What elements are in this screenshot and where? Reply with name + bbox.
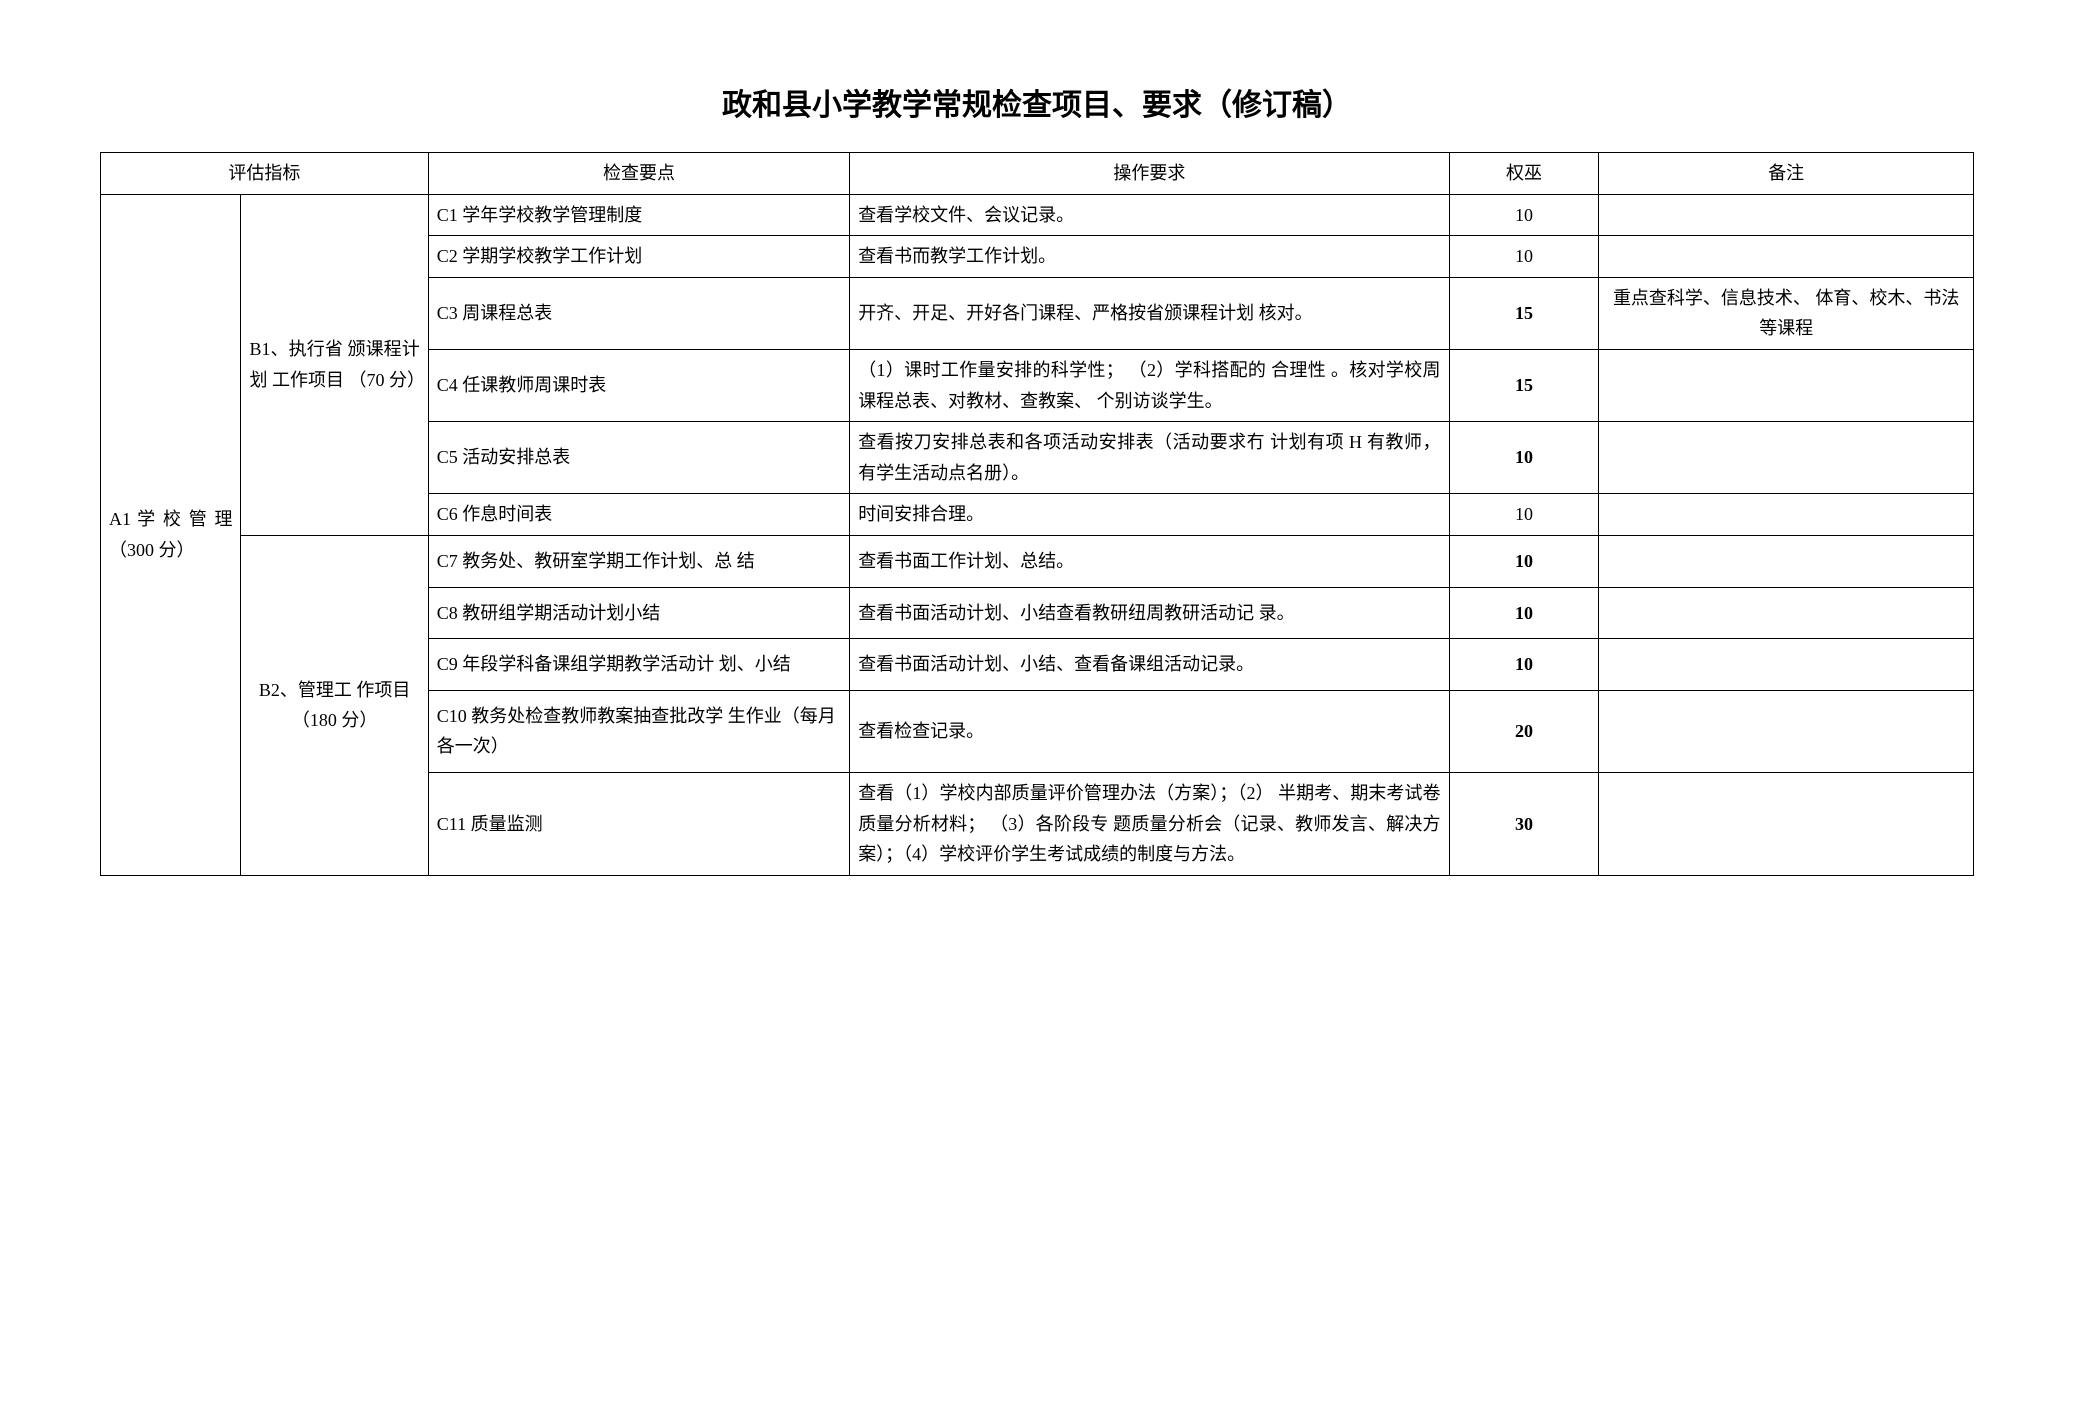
cell-e: 10 <box>1449 639 1599 691</box>
table-row: A1 学 校 管 理 （300 分） B1、执行省 颁课程计划 工作项目 （70… <box>101 194 1974 236</box>
cell-f <box>1599 194 1974 236</box>
cell-d: 查看按刀安排总表和各项活动安排表（活动要求冇 计划有项 H 有教师，有学生活动点… <box>850 422 1449 494</box>
cell-d: 查看书面工作计划、总结。 <box>850 535 1449 587</box>
table-header-row: 评估指标 检查要点 操作要求 权巫 备注 <box>101 153 1974 195</box>
cell-c: C1 学年学校教学管理制度 <box>428 194 849 236</box>
cell-c: C6 作息时间表 <box>428 494 849 536</box>
cell-e: 10 <box>1449 587 1599 639</box>
cell-d: 时间安排合理。 <box>850 494 1449 536</box>
cell-d: 查看书面活动计划、小结查看教研纽周教研活动记 录。 <box>850 587 1449 639</box>
cell-c: C8 教研组学期活动计划小结 <box>428 587 849 639</box>
cell-d: 查看学校文件、会议记录。 <box>850 194 1449 236</box>
cell-e: 10 <box>1449 535 1599 587</box>
cell-c: C10 教务处检查教师教案抽查批改学 生作业（每月各一次） <box>428 690 849 772</box>
cell-f <box>1599 422 1974 494</box>
cell-f <box>1599 535 1974 587</box>
cell-e: 20 <box>1449 690 1599 772</box>
cell-f: 重点查科学、信息技术、 体育、校木、书法等课程 <box>1599 277 1974 349</box>
cell-e: 10 <box>1449 494 1599 536</box>
cell-c: C7 教务处、教研室学期工作计划、总 结 <box>428 535 849 587</box>
table-row: B2、管理工 作项目（180 分） C7 教务处、教研室学期工作计划、总 结 查… <box>101 535 1974 587</box>
cell-d: 开齐、开足、开好各门课程、严格按省颁课程计划 核对。 <box>850 277 1449 349</box>
cell-e: 10 <box>1449 422 1599 494</box>
table-body: A1 学 校 管 理 （300 分） B1、执行省 颁课程计划 工作项目 （70… <box>101 194 1974 875</box>
cell-d: 查看（1）学校内部质量评价管理办法（方案）；（2） 半期考、期末考试卷质量分析材… <box>850 772 1449 875</box>
cell-d: 查看书面活动计划、小结、查看备课组活动记录。 <box>850 639 1449 691</box>
cell-d: 查看书而教学工作计划。 <box>850 236 1449 278</box>
cell-c: C3 周课程总表 <box>428 277 849 349</box>
cell-e: 10 <box>1449 194 1599 236</box>
cell-e: 15 <box>1449 349 1599 421</box>
cell-f <box>1599 236 1974 278</box>
cell-f <box>1599 772 1974 875</box>
cell-a1: A1 学 校 管 理 （300 分） <box>101 194 241 875</box>
cell-d: 查看检查记录。 <box>850 690 1449 772</box>
cell-e: 10 <box>1449 236 1599 278</box>
evaluation-table: 评估指标 检查要点 操作要求 权巫 备注 A1 学 校 管 理 （300 分） … <box>100 152 1974 876</box>
cell-c: C9 年段学科备课组学期教学活动计 划、小结 <box>428 639 849 691</box>
cell-e: 15 <box>1449 277 1599 349</box>
cell-c: C2 学期学校教学工作计划 <box>428 236 849 278</box>
th-eval: 评估指标 <box>101 153 429 195</box>
page-title: 政和县小学教学常规检查项目、要求（修订稿） <box>100 80 1974 124</box>
th-req: 操作要求 <box>850 153 1449 195</box>
cell-c: C4 任课教师周课时表 <box>428 349 849 421</box>
cell-f <box>1599 690 1974 772</box>
th-weight: 权巫 <box>1449 153 1599 195</box>
cell-f <box>1599 494 1974 536</box>
cell-c: C11 质量监测 <box>428 772 849 875</box>
cell-e: 30 <box>1449 772 1599 875</box>
cell-c: C5 活动安排总表 <box>428 422 849 494</box>
cell-f <box>1599 349 1974 421</box>
th-point: 检查要点 <box>428 153 849 195</box>
th-note: 备注 <box>1599 153 1974 195</box>
cell-b2: B2、管理工 作项目（180 分） <box>241 535 428 875</box>
cell-d: （1）课时工作量安排的科学性； （2）学科搭配的 合理性 。核对学校周课程总表、… <box>850 349 1449 421</box>
cell-f <box>1599 639 1974 691</box>
cell-f <box>1599 587 1974 639</box>
cell-b1: B1、执行省 颁课程计划 工作项目 （70 分） <box>241 194 428 535</box>
